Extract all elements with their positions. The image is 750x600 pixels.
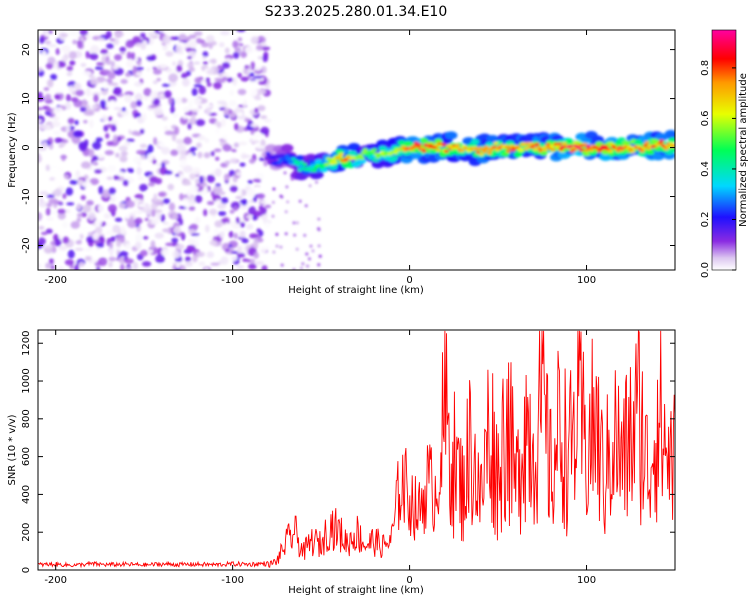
colorbar-tick-label: 0.2	[700, 212, 711, 228]
snr-y-tick-label: 1200	[21, 331, 32, 356]
colorbar-tick-label: 0.4	[700, 161, 711, 177]
colorbar-tick-label: 0.6	[700, 110, 711, 126]
colorbar-gradient	[711, 29, 737, 271]
spectrogram-image	[38, 30, 675, 270]
spectrogram-y-tick-label: 0	[21, 144, 32, 150]
spectrogram-y-tick-label: -20	[21, 237, 32, 253]
noise-speckles	[38, 30, 322, 270]
spectrogram-x-tick-label: -100	[221, 275, 244, 286]
spectrogram-frame	[37, 29, 676, 271]
snr-series-line	[38, 330, 675, 569]
snr-y-label: SNR (10 * v/v)	[7, 414, 18, 485]
snr-frame	[37, 329, 676, 571]
spectrogram-x-tick-label: -200	[44, 275, 67, 286]
snr-x-label: Height of straight line (km)	[288, 585, 424, 596]
colorbar-label: Normalized spectral amplitude	[738, 73, 749, 227]
snr-y-tick-label: 400	[21, 485, 32, 504]
colorbar-tick-label: 0.8	[700, 60, 711, 76]
snr-x-tick-label: -200	[44, 575, 67, 586]
spectrogram-x-label: Height of straight line (km)	[288, 285, 424, 296]
figure-title: S233.2025.280.01.34.E10	[265, 4, 448, 20]
snr-y-tick-label: 800	[21, 409, 32, 428]
snr-x-tick-label: 0	[406, 575, 412, 586]
spectrogram-y-tick-label: -10	[21, 188, 32, 204]
snr-x-tick-label: -100	[221, 575, 244, 586]
spectrogram-y-tick-label: 10	[21, 92, 32, 105]
spectrogram-y-tick-label: 20	[21, 43, 32, 56]
colorbar: 0.0 0.2 0.4 0.6 0.8 Normalized spectral ampl…	[700, 29, 749, 278]
snr-y-tick-label: 200	[21, 523, 32, 542]
signal-trace	[261, 129, 675, 181]
snr-x-tick-label: 100	[577, 575, 596, 586]
spectrogram-y-label: Frequency (Hz)	[7, 112, 18, 188]
snr-y-tick-label: 600	[21, 447, 32, 466]
colorbar-tick-label: 0.0	[700, 262, 711, 278]
snr-y-tick-label: 0	[21, 567, 32, 573]
snr-y-tick-label: 1000	[21, 368, 32, 393]
spectrogram-x-tick-label: 0	[406, 275, 412, 286]
spectrogram-x-tick-label: 100	[577, 275, 596, 286]
